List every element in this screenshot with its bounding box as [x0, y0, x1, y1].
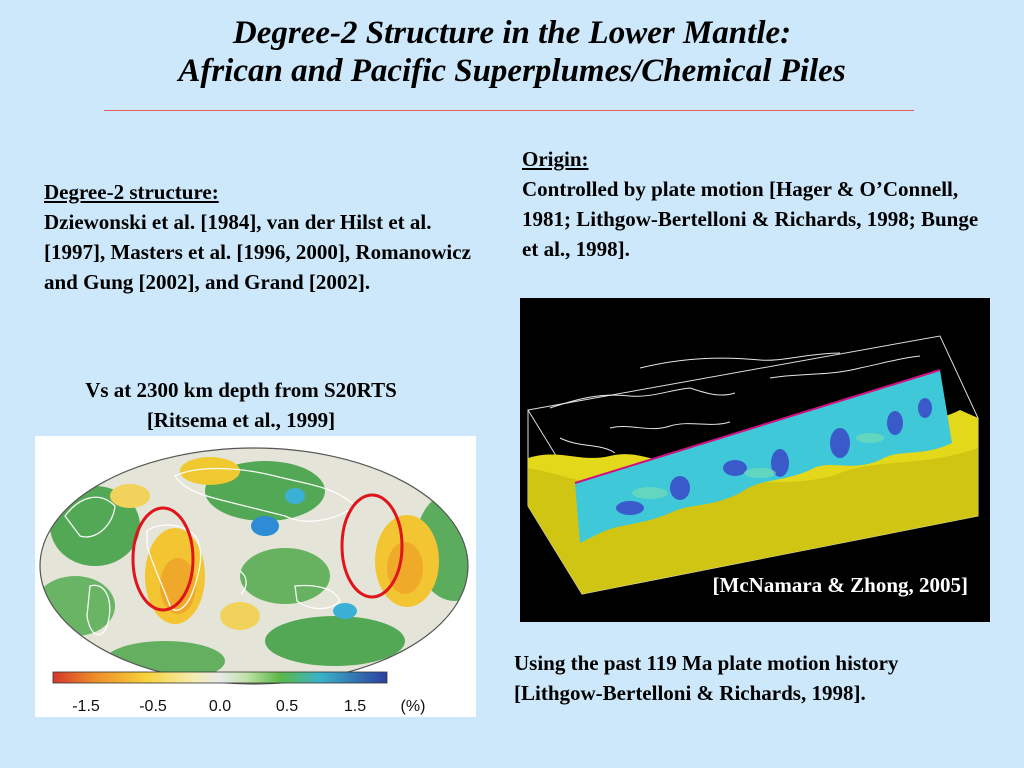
degree2-references: Dziewonski et al. [1984], van der Hilst … [44, 210, 471, 294]
colorbar-tick: -1.5 [72, 698, 100, 715]
map-caption-line-2: [Ritsema et al., 1999] [146, 408, 336, 432]
tomography-map-figure: -1.5 -0.5 0.0 0.5 1.5 (%) [35, 436, 476, 717]
colorbar-tick: -0.5 [139, 698, 167, 715]
origin-heading: Origin: [522, 147, 589, 171]
colorbar-unit: (%) [400, 698, 426, 715]
plate-motion-caption: Using the past 119 Ma plate motion histo… [514, 648, 1004, 708]
plate-motion-caption-line-2: [Lithgow-Bertelloni & Richards, 1998]. [514, 681, 866, 705]
origin-block: Origin: Controlled by plate motion [Hage… [522, 144, 992, 264]
title-line-1: Degree-2 Structure in the Lower Mantle: [232, 15, 792, 51]
map-caption: Vs at 2300 km depth from S20RTS [Ritsema… [36, 375, 446, 435]
title-underline [104, 110, 914, 111]
plate-motion-caption-line-1: Using the past 119 Ma plate motion histo… [514, 651, 899, 675]
pacific-superplume-ellipse [340, 493, 404, 599]
tomography-map-image [39, 447, 469, 685]
map-caption-line-1: Vs at 2300 km depth from S20RTS [85, 378, 397, 402]
origin-references: Controlled by plate motion [Hager & O’Co… [522, 177, 979, 261]
colorbar-tick: 0.5 [275, 698, 299, 715]
degree2-structure-block: Degree-2 structure: Dziewonski et al. [1… [44, 177, 474, 297]
colorbar [52, 671, 388, 684]
colorbar-tick: 0.0 [208, 698, 232, 715]
title-line-2: African and Pacific Superplumes/Chemical… [178, 53, 846, 89]
mantle-convection-figure: [McNamara & Zhong, 2005] [520, 298, 990, 622]
degree2-heading: Degree-2 structure: [44, 180, 219, 204]
africa-superplume-ellipse [131, 506, 195, 612]
simulation-credit: [McNamara & Zhong, 2005] [712, 573, 968, 597]
mantle-simulation-image [527, 335, 979, 595]
slide-title: Degree-2 Structure in the Lower Mantle: … [0, 14, 1024, 90]
colorbar-tick: 1.5 [343, 698, 367, 715]
